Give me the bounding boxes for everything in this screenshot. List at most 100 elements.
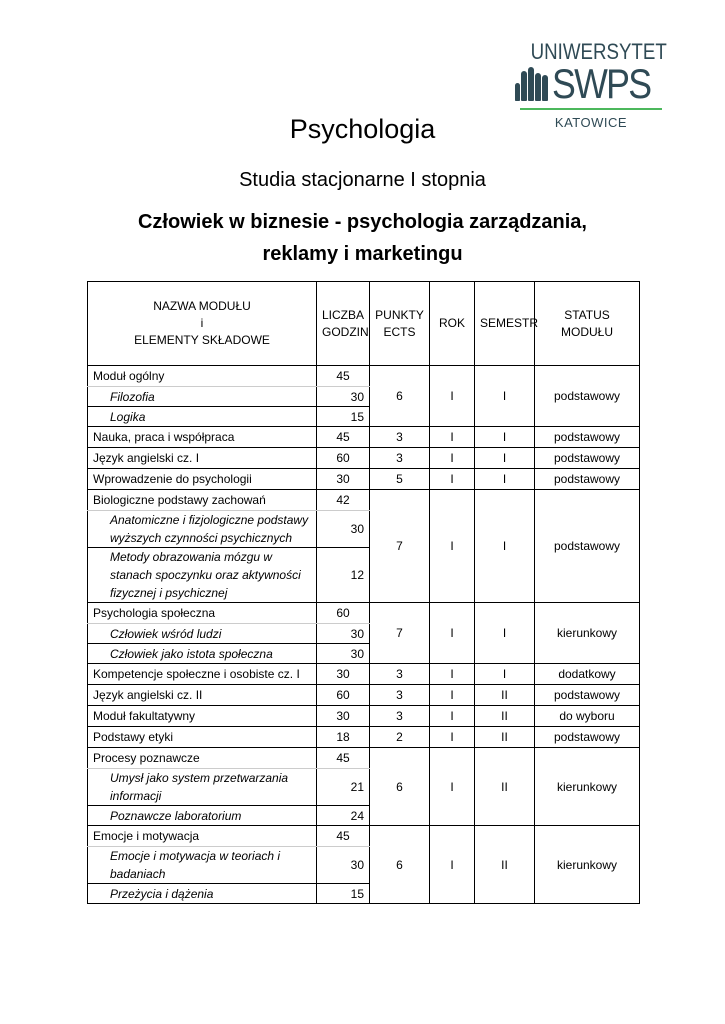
column-header-line: GODZIN <box>322 324 369 339</box>
element-hours: 15 <box>316 406 370 427</box>
logo-line3: KATOWICE <box>554 115 628 130</box>
module-ects: 3 <box>369 684 430 706</box>
module-year: I <box>429 705 475 727</box>
table-subrow: Anatomiczne i fizjologiczne podstawy wyż… <box>87 510 640 548</box>
module-status: kierunkowy <box>534 825 640 904</box>
logo-divider <box>520 108 662 110</box>
module-year: I <box>429 825 475 904</box>
specialization-heading: Człowiek w biznesie - psychologia zarząd… <box>0 206 725 270</box>
module-hours: 18 <box>316 726 370 748</box>
module-ects: 3 <box>369 426 430 448</box>
module-year: I <box>429 747 475 826</box>
module-ects: 5 <box>369 468 430 490</box>
element-hours: 30 <box>316 386 370 407</box>
module-status: dodatkowy <box>534 663 640 685</box>
module-semester: I <box>474 489 535 603</box>
module-semester: I <box>474 468 535 490</box>
module-ects: 3 <box>369 447 430 469</box>
module-status: kierunkowy <box>534 602 640 664</box>
module-semester: I <box>474 663 535 685</box>
module-hours: 30 <box>316 468 370 490</box>
column-header-line: NAZWA MODUŁU <box>153 299 251 313</box>
module-year: I <box>429 447 475 469</box>
element-name: Emocje i motywacja w teoriach i badaniac… <box>87 846 317 884</box>
table-row: Podstawy etyki 18 2 I II podstawowy <box>87 726 640 748</box>
module-ects: 7 <box>369 602 430 664</box>
column-header-line: LICZBA <box>322 307 365 322</box>
element-name: Człowiek jako istota społeczna <box>87 643 317 664</box>
column-header-line: ECTS <box>383 324 416 339</box>
module-name: Emocje i motywacja <box>87 825 317 847</box>
module-year: I <box>429 426 475 448</box>
page-title: Psychologia <box>289 114 436 144</box>
table-row: Emocje i motywacja 45 6 I II kierunkowy <box>87 825 640 904</box>
module-ects: 3 <box>369 705 430 727</box>
column-header: ROK <box>429 281 475 366</box>
module-ects: 6 <box>369 825 430 904</box>
column-header: NAZWA MODUŁU i ELEMENTY SKŁADOWE <box>87 281 317 366</box>
column-header: STATUS MODUŁU <box>534 281 640 366</box>
module-name: Język angielski cz. I <box>87 447 317 469</box>
element-name: Metody obrazowania mózgu w stanach spocz… <box>87 547 317 603</box>
module-ects: 3 <box>369 663 430 685</box>
table-subrow: Filozofia 30 <box>87 386 640 407</box>
logo-line2: SWPS <box>551 60 652 107</box>
element-name: Filozofia <box>87 386 317 407</box>
module-hours: 60 <box>316 447 370 469</box>
university-logo: UNIWERSYTET SWPS KATOWICE <box>514 39 667 130</box>
module-name: Biologiczne podstawy zachowań <box>87 489 317 511</box>
module-ects: 7 <box>369 489 430 603</box>
module-hours: 45 <box>316 426 370 448</box>
module-name: Psychologia społeczna <box>87 602 317 624</box>
module-semester: II <box>474 747 535 826</box>
specialization-line1: Człowiek w biznesie - psychologia zarząd… <box>137 211 587 233</box>
element-name: Umysł jako system przetwarzania informac… <box>87 768 317 806</box>
page-subtitle: Studia stacjonarne I stopnia <box>239 169 486 191</box>
column-header-line: ROK <box>438 316 465 330</box>
module-semester: II <box>474 705 535 727</box>
module-status: podstawowy <box>534 726 640 748</box>
table-subrow: Metody obrazowania mózgu w stanach spocz… <box>87 547 640 603</box>
module-status: kierunkowy <box>534 747 640 826</box>
module-year: I <box>429 684 475 706</box>
table-header-row: NAZWA MODUŁU i ELEMENTY SKŁADOWE LICZBA GODZ… <box>87 281 640 366</box>
module-hours: 30 <box>316 705 370 727</box>
element-hours: 30 <box>316 846 370 884</box>
module-year: I <box>429 726 475 748</box>
module-name: Wprowadzenie do psychologii <box>87 468 317 490</box>
element-hours: 30 <box>316 623 370 644</box>
module-name: Kompetencje społeczne i osobiste cz. I <box>87 663 317 685</box>
element-hours: 24 <box>316 805 370 826</box>
module-hours: 45 <box>316 825 370 847</box>
module-name: Moduł fakultatywny <box>87 705 317 727</box>
element-name: Logika <box>87 406 317 427</box>
table-row: Procesy poznawcze 45 6 I II kierunkowy <box>87 747 640 826</box>
element-hours: 30 <box>316 643 370 664</box>
module-hours: 30 <box>316 663 370 685</box>
element-name: Poznawcze laboratorium <box>87 805 317 826</box>
logo-line1: UNIWERSYTET <box>530 39 667 64</box>
module-hours: 60 <box>316 602 370 624</box>
curriculum-table: NAZWA MODUŁU i ELEMENTY SKŁADOWE LICZBA GODZ… <box>87 281 640 904</box>
module-semester: II <box>474 825 535 904</box>
module-status: podstawowy <box>534 684 640 706</box>
column-header: LICZBA GODZIN <box>316 281 370 366</box>
module-year: I <box>429 602 475 664</box>
module-semester: I <box>474 426 535 448</box>
column-header: PUNKTY ECTS <box>369 281 430 366</box>
column-header-line: PUNKTY <box>375 307 424 322</box>
table-subrow: Przeżycia i dążenia 15 <box>87 883 640 904</box>
module-ects: 6 <box>369 747 430 826</box>
module-year: I <box>429 489 475 603</box>
element-hours: 21 <box>316 768 370 806</box>
module-status: podstawowy <box>534 365 640 427</box>
module-semester: I <box>474 602 535 664</box>
module-status: podstawowy <box>534 468 640 490</box>
table-subrow: Człowiek wśród ludzi 30 <box>87 623 640 644</box>
